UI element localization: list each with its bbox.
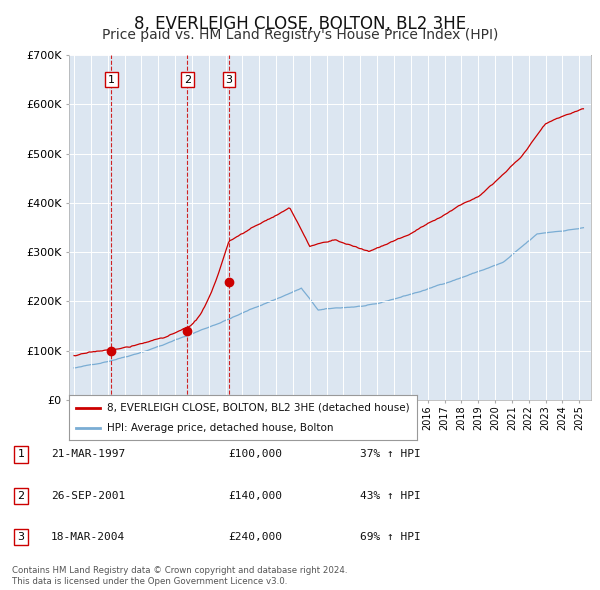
Text: 2: 2 [184,75,191,84]
Text: HPI: Average price, detached house, Bolton: HPI: Average price, detached house, Bolt… [107,424,334,434]
Text: 1: 1 [108,75,115,84]
Text: 43% ↑ HPI: 43% ↑ HPI [360,491,421,501]
Text: £140,000: £140,000 [228,491,282,501]
Text: £240,000: £240,000 [228,532,282,542]
Text: 2: 2 [17,491,25,501]
Text: 1: 1 [17,450,25,460]
Text: 3: 3 [226,75,233,84]
Text: This data is licensed under the Open Government Licence v3.0.: This data is licensed under the Open Gov… [12,577,287,586]
Text: 26-SEP-2001: 26-SEP-2001 [51,491,125,501]
Text: 21-MAR-1997: 21-MAR-1997 [51,450,125,460]
Text: 3: 3 [17,532,25,542]
Text: 8, EVERLEIGH CLOSE, BOLTON, BL2 3HE (detached house): 8, EVERLEIGH CLOSE, BOLTON, BL2 3HE (det… [107,403,410,412]
Text: Price paid vs. HM Land Registry's House Price Index (HPI): Price paid vs. HM Land Registry's House … [102,28,498,42]
Text: 8, EVERLEIGH CLOSE, BOLTON, BL2 3HE: 8, EVERLEIGH CLOSE, BOLTON, BL2 3HE [134,15,466,33]
Text: 18-MAR-2004: 18-MAR-2004 [51,532,125,542]
Text: Contains HM Land Registry data © Crown copyright and database right 2024.: Contains HM Land Registry data © Crown c… [12,566,347,575]
Text: 37% ↑ HPI: 37% ↑ HPI [360,450,421,460]
Text: £100,000: £100,000 [228,450,282,460]
Text: 69% ↑ HPI: 69% ↑ HPI [360,532,421,542]
